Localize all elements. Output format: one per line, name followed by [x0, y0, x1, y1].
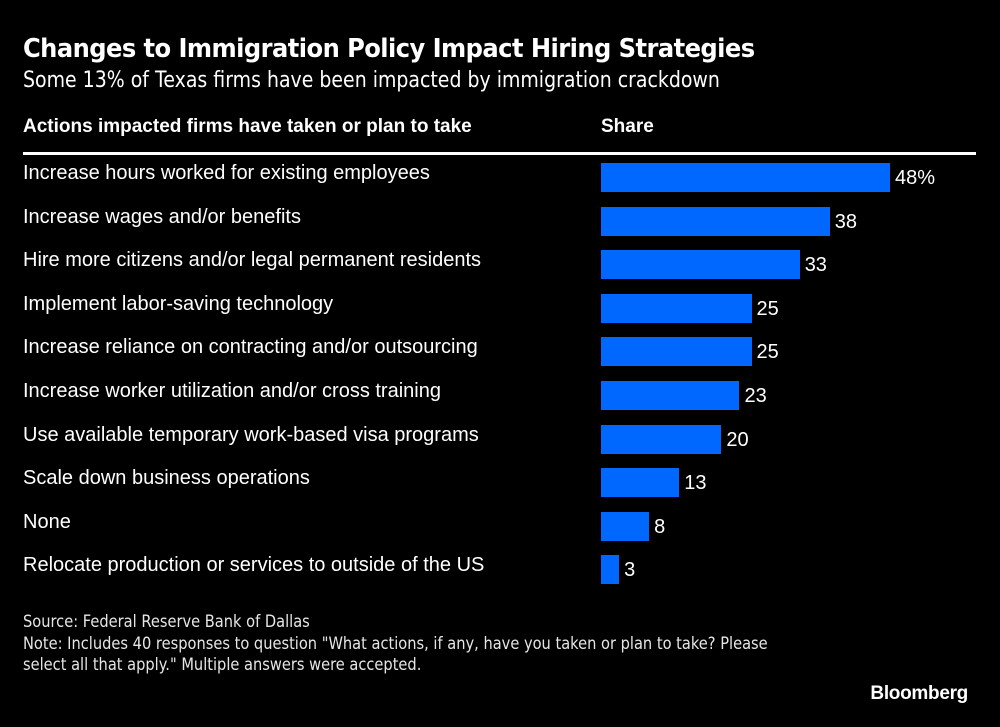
category-column-header: Actions impacted firms have taken or pla…	[23, 116, 472, 137]
footnote: Source: Federal Reserve Bank of Dallas N…	[23, 612, 780, 677]
category-label: None	[23, 510, 71, 533]
bloomberg-logo: Bloomberg	[870, 683, 968, 704]
data-label: 25	[756, 341, 779, 364]
bar	[601, 381, 740, 410]
note-text: Note: Includes 40 responses to question …	[23, 633, 768, 676]
bar	[601, 468, 680, 498]
data-label: 3	[624, 559, 636, 582]
category-label: Increase worker utilization and/or cross…	[23, 380, 441, 402]
data-label: 20	[726, 428, 749, 451]
data-label: 13	[684, 472, 707, 495]
data-label: 8	[654, 515, 666, 538]
header-rule	[23, 152, 976, 155]
category-label: Scale down business operations	[23, 467, 310, 490]
category-label: Increase hours worked for existing emplo…	[23, 162, 430, 184]
bar	[601, 293, 752, 323]
data-label: 25	[756, 297, 779, 320]
chart-title: Changes to Immigration Policy Impact Hir…	[23, 34, 755, 64]
bar	[601, 424, 722, 454]
bar	[601, 555, 620, 585]
bar	[601, 511, 650, 541]
category-label: Increase reliance on contracting and/or …	[23, 336, 478, 359]
bar	[601, 250, 800, 280]
data-label: 33	[804, 254, 827, 277]
category-label: Use available temporary work-based visa …	[23, 423, 479, 446]
bar	[601, 163, 890, 192]
chart-subtitle: Some 13% of Texas firms have been impact…	[23, 68, 720, 93]
category-label: Relocate production or services to outsi…	[23, 554, 485, 577]
source-text: Source: Federal Reserve Bank of Dallas	[23, 612, 310, 632]
data-label: 23	[744, 385, 767, 407]
value-column-header: Share	[601, 116, 654, 137]
bar	[601, 337, 752, 367]
category-label: Hire more citizens and/or legal permanen…	[23, 249, 481, 272]
bar	[601, 206, 830, 236]
data-label: 48%	[895, 167, 936, 189]
category-label: Increase wages and/or benefits	[23, 205, 301, 228]
category-label: Implement labor-saving technology	[23, 292, 334, 315]
data-label: 38	[834, 210, 858, 233]
